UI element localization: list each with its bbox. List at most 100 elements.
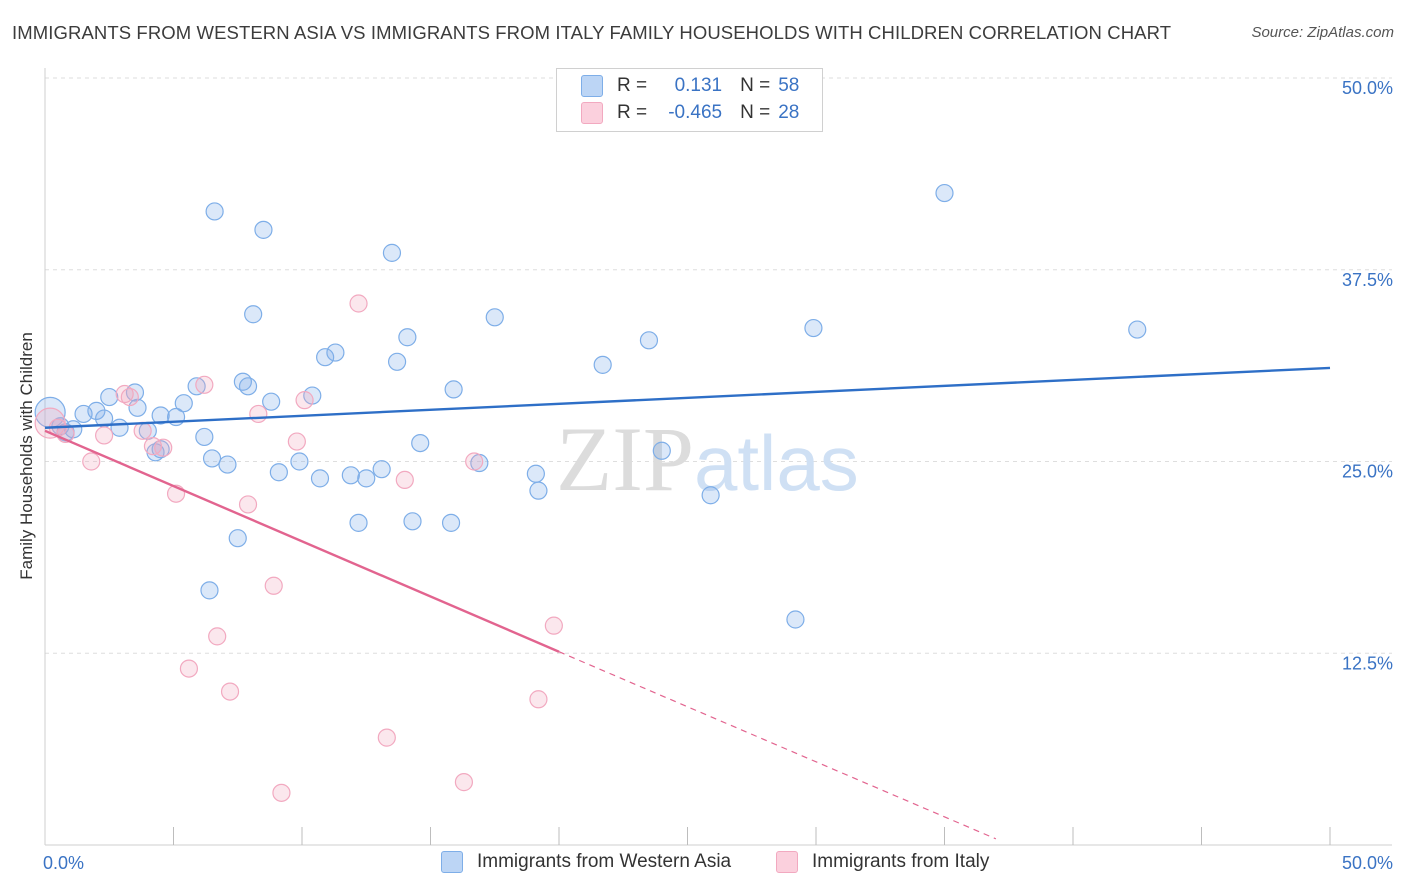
legend-n-label: N =: [740, 102, 771, 123]
point-western-asia: [262, 392, 281, 411]
point-western-asia: [444, 380, 463, 399]
point-western-asia: [441, 513, 461, 532]
point-italy: [454, 773, 474, 792]
point-italy: [179, 659, 199, 678]
legend-r-value-western-asia: 0.131: [674, 75, 723, 96]
point-western-asia: [187, 377, 206, 396]
point-western-asia: [244, 305, 263, 324]
point-italy: [249, 404, 268, 424]
point-western-asia: [254, 220, 273, 239]
legend-row-italy: R = -0.465 N = 28: [581, 101, 799, 125]
point-western-asia: [100, 387, 119, 407]
point-western-asia: [228, 529, 247, 548]
point-western-asia: [290, 452, 309, 471]
bottom-legend-swatch-italy: [776, 851, 798, 873]
chart-title: IMMIGRANTS FROM WESTERN ASIA VS IMMIGRAN…: [12, 22, 1172, 43]
point-western-asia: [804, 318, 823, 338]
point-italy: [395, 470, 414, 490]
point-western-asia: [357, 469, 376, 488]
point-western-asia: [701, 486, 720, 505]
point-western-asia: [110, 418, 129, 437]
point-western-asia: [403, 512, 422, 531]
x-tick-label-max: 50.0%: [1342, 853, 1393, 873]
bottom-legend-italy: Immigrants from Italy: [776, 851, 989, 873]
point-italy: [133, 421, 152, 440]
point-western-asia: [382, 243, 402, 262]
point-italy: [377, 728, 396, 747]
point-italy: [115, 384, 134, 404]
point-italy: [208, 627, 227, 646]
point-italy: [220, 682, 240, 701]
point-western-asia: [935, 183, 954, 203]
point-italy: [82, 452, 101, 471]
point-western-asia: [218, 455, 237, 474]
trend-lines: [44, 366, 1331, 840]
grid-lines: [45, 77, 1392, 654]
y-tick-label: 37.5%: [1342, 270, 1393, 290]
bottom-legend-label-italy: Immigrants from Italy: [812, 851, 990, 872]
point-western-asia: [310, 469, 330, 488]
point-italy: [238, 495, 258, 514]
point-western-asia: [195, 427, 214, 447]
point-western-asia: [87, 401, 106, 420]
point-western-asia: [652, 441, 671, 460]
point-italy: [295, 391, 314, 410]
point-western-asia: [326, 343, 345, 362]
axes: [44, 68, 1392, 846]
point-western-asia: [238, 377, 258, 396]
data-points: [34, 183, 1147, 802]
point-italy: [349, 294, 368, 313]
tick-labels: 12.5% 25.0% 37.5% 50.0% 0.0% 50.0%: [43, 78, 1393, 873]
point-western-asia: [529, 481, 548, 500]
point-western-asia: [200, 581, 219, 600]
y-axis-label: Family Households with Children: [17, 332, 36, 580]
point-western-asia: [1128, 320, 1147, 339]
legend-r-label: R =: [617, 102, 648, 123]
point-italy: [95, 426, 114, 445]
bottom-legend-swatch-western-asia: [441, 851, 463, 873]
bottom-legend-western-asia: Immigrants from Western Asia: [441, 851, 731, 873]
legend-r-value-italy: -0.465: [668, 102, 723, 123]
legend-n-value-italy: 28: [778, 102, 800, 123]
point-italy: [264, 576, 283, 595]
point-western-asia: [349, 513, 368, 532]
point-western-asia: [205, 202, 224, 221]
point-western-asia: [786, 610, 805, 629]
point-western-asia: [485, 308, 504, 327]
legend-r-label: R =: [617, 75, 648, 96]
point-western-asia: [526, 464, 545, 483]
trend-line-italy: [44, 429, 560, 653]
legend-row-western-asia: R = 0.131 N = 58: [581, 74, 799, 98]
point-italy: [465, 452, 484, 471]
point-western-asia: [411, 433, 430, 453]
point-western-asia: [639, 331, 659, 350]
watermark-text: ZIPatlas: [556, 408, 859, 510]
y-tick-label: 50.0%: [1342, 78, 1393, 98]
watermark: ZIPatlas: [556, 408, 859, 510]
point-italy: [287, 432, 306, 451]
trend-line-italy-extrapolated: [558, 651, 997, 840]
point-italy: [544, 616, 563, 635]
legend-n-label: N =: [740, 75, 771, 96]
y-tick-label: 12.5%: [1342, 653, 1393, 673]
x-tick-label-min: 0.0%: [43, 853, 84, 873]
point-italy: [529, 690, 548, 709]
correlation-legend: R = 0.131 N = 58 R = -0.465 N = 28: [556, 68, 823, 132]
point-western-asia: [202, 449, 222, 468]
point-western-asia: [593, 355, 612, 374]
point-italy: [272, 783, 291, 802]
point-western-asia: [398, 328, 417, 347]
trend-line-western-asia: [44, 366, 1331, 429]
point-western-asia: [341, 466, 360, 485]
point-western-asia: [151, 406, 170, 425]
point-western-asia: [269, 463, 288, 482]
legend-swatch-italy: [581, 102, 603, 124]
point-western-asia: [372, 460, 391, 479]
y-tick-label: 25.0%: [1342, 462, 1393, 482]
bottom-legend-label-western-asia: Immigrants from Western Asia: [477, 851, 732, 872]
source-label: Source: ZipAtlas.com: [1251, 24, 1394, 41]
point-western-asia: [174, 394, 193, 413]
point-italy: [154, 438, 173, 457]
point-italy: [120, 387, 139, 407]
